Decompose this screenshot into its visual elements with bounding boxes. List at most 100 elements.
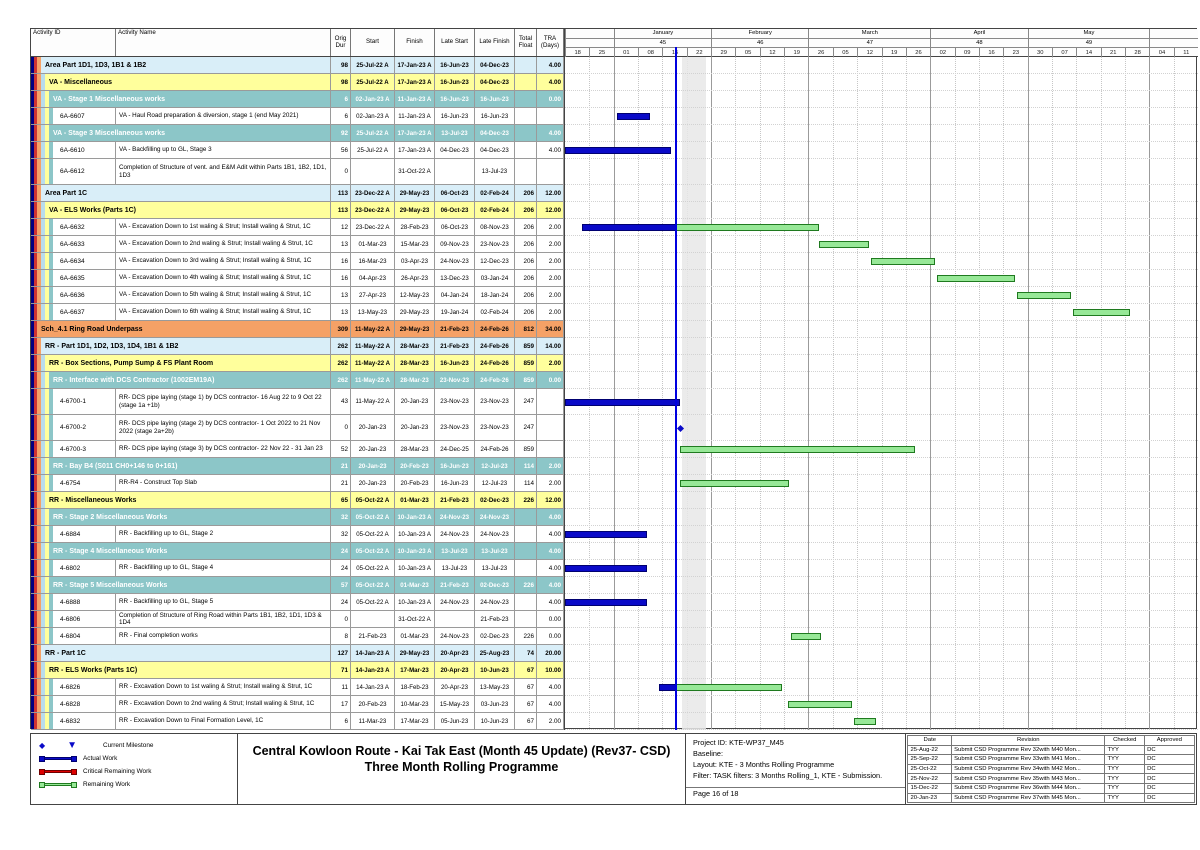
group-band-title: RR - Part 1D1, 1D2, 1D3, 1D4, 1B1 & 1B2	[41, 338, 331, 354]
late-finish-date: 02-Dec-23	[475, 628, 515, 644]
total-float	[515, 108, 537, 124]
total-float	[515, 125, 537, 141]
footer-block: ◆ ▼ Current Milestone Actual Work Critical R…	[30, 733, 1197, 805]
indent-stripe	[45, 679, 49, 695]
indent-stripe	[37, 219, 41, 235]
indent-stripe	[49, 159, 53, 184]
activity-row: 6A-6612 Completion of Structure of vent. …	[31, 159, 564, 185]
finish-date: 17-Mar-23	[395, 713, 435, 729]
indent-stripe	[37, 458, 41, 474]
week-gridline	[905, 57, 907, 730]
indent-stripe	[34, 492, 37, 508]
week-gridline	[1076, 57, 1078, 730]
start-date: 20-Jan-23	[351, 415, 395, 440]
late-start-date: 16-Jun-23	[435, 458, 475, 474]
group-band-row: RR - Box Sections, Pump Sump & FS Plant …	[31, 355, 564, 372]
start-date: 11-May-22 A	[351, 355, 395, 371]
chart-row	[565, 372, 1198, 389]
late-finish-date: 13-May-23	[475, 679, 515, 695]
activity-name: VA - Excavation Down to 3rd waling & Str…	[116, 253, 331, 269]
activity-row: 6A-6635 VA - Excavation Down to 4th walin…	[31, 270, 564, 287]
finish-date: 03-Apr-23	[395, 253, 435, 269]
finish-date: 12-May-23	[395, 287, 435, 303]
indent-stripe	[31, 185, 34, 201]
group-band-title: RR - Part 1C	[41, 645, 331, 661]
indent-stripe	[34, 108, 37, 124]
activity-id: 4-6700-3	[53, 441, 116, 457]
chart-row	[565, 219, 1198, 236]
remaining-work-bar	[679, 480, 790, 487]
indent-stripe	[41, 159, 45, 184]
late-finish-date: 18-Jan-24	[475, 287, 515, 303]
week-gridline	[589, 57, 591, 730]
start-date: 11-Mar-23	[351, 713, 395, 729]
activity-name: RR - Excavation Down to 2nd waling & Str…	[116, 696, 331, 712]
tra-days: 4.00	[537, 560, 564, 576]
indent-stripe	[34, 713, 37, 729]
revision-cell: Submit CSD Programme Rev 34with M42 Mon.…	[951, 763, 1106, 775]
indent-stripe	[41, 270, 45, 286]
activity-name: RR - Backfilling up to GL, Stage 4	[116, 560, 331, 576]
column-header-late-start: Late Start	[435, 29, 475, 56]
start-date: 05-Oct-22 A	[351, 560, 395, 576]
indent-stripe	[45, 713, 49, 729]
start-date: 25-Jul-22 A	[351, 57, 395, 73]
indent-stripe	[37, 108, 41, 124]
activity-name: VA - Excavation Down to 2nd waling & Str…	[116, 236, 331, 252]
indent-stripe	[41, 458, 45, 474]
chart-row	[565, 321, 1198, 338]
indent-stripe	[45, 577, 49, 593]
week-gridline	[759, 57, 761, 730]
week-tick: 09	[954, 48, 979, 57]
start-date: 20-Jan-23	[351, 475, 395, 491]
chart-row	[565, 389, 1198, 415]
tra-days: 2.00	[537, 304, 564, 320]
group-band-row: RR - Bay B4 (S011 CH0+146 to 0+161) 21 20-…	[31, 458, 564, 475]
activity-id: 4-6700-2	[53, 415, 116, 440]
group-band-title: RR - Stage 5 Miscellaneous Works	[49, 577, 331, 593]
orig-dur: 113	[331, 202, 351, 218]
indent-stripe	[37, 185, 41, 201]
revision-cell: 20-Jan-23	[907, 792, 953, 804]
week-gridline	[881, 57, 883, 730]
chart-row	[565, 577, 1198, 594]
legend-label: Current Milestone	[103, 742, 154, 749]
week-tick: 12	[759, 48, 784, 57]
chart-row	[565, 108, 1198, 125]
current-period-spotlight	[681, 57, 706, 730]
indent-stripe	[31, 560, 34, 576]
indent-stripe	[34, 287, 37, 303]
indent-stripe	[49, 415, 53, 440]
column-header-total-float: Total Float	[515, 29, 537, 56]
late-start-date: 16-Jun-23	[435, 91, 475, 107]
indent-stripe	[45, 159, 49, 184]
indent-stripe	[45, 415, 49, 440]
project-info-line: Project ID: KTE-WP37_M45	[693, 738, 784, 747]
indent-stripe	[31, 696, 34, 712]
actual-work-bar	[658, 684, 677, 691]
chart-row	[565, 202, 1198, 219]
start-date: 21-Feb-23	[351, 628, 395, 644]
indent-stripe	[37, 159, 41, 184]
indent-stripe	[49, 389, 53, 414]
start-date: 05-Oct-22 A	[351, 594, 395, 610]
remaining-work-bar	[676, 224, 819, 231]
indent-stripe	[49, 287, 53, 303]
start-date: 14-Jan-23 A	[351, 679, 395, 695]
finish-date: 20-Feb-23	[395, 475, 435, 491]
start-date: 13-May-23	[351, 304, 395, 320]
tra-days	[537, 389, 564, 414]
tra-days: 4.00	[537, 679, 564, 695]
indent-stripe	[45, 594, 49, 610]
chart-row	[565, 441, 1198, 458]
indent-stripe	[41, 287, 45, 303]
indent-stripe	[37, 415, 41, 440]
indent-stripe	[49, 142, 53, 158]
orig-dur: 92	[331, 125, 351, 141]
group-band-row: RR - Stage 4 Miscellaneous Works 24 05-Oct…	[31, 543, 564, 560]
orig-dur: 16	[331, 253, 351, 269]
indent-stripe	[41, 219, 45, 235]
week-tick: 12	[857, 48, 881, 57]
